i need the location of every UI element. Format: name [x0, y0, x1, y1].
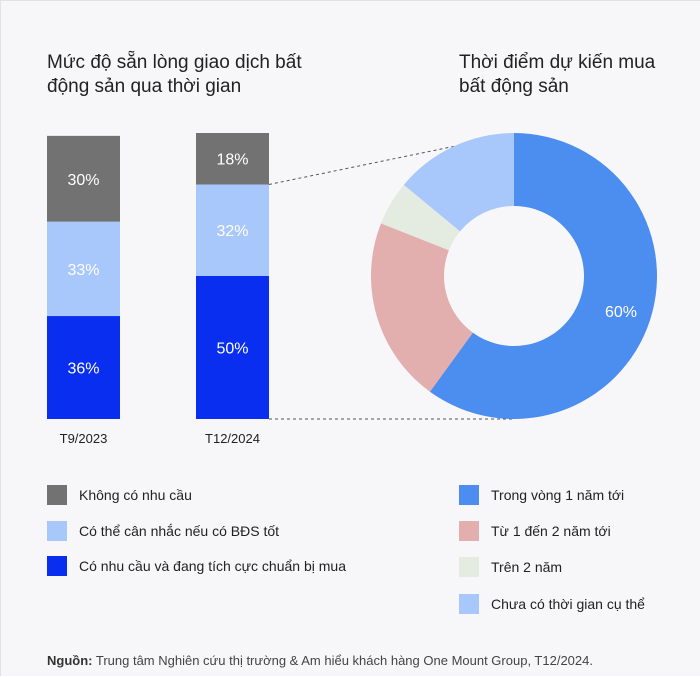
donut-data-label: 60%	[605, 304, 637, 321]
legend-label: Chưa có thời gian cụ thể	[491, 596, 645, 612]
bar-segment	[196, 184, 269, 276]
legend-item-active-buyer: Có nhu cầu và đang tích cực chuẩn bị mua	[47, 556, 346, 576]
legend-label: Có thể cân nhắc nếu có BĐS tốt	[79, 523, 280, 539]
donut-slice	[371, 223, 473, 392]
legend-swatch	[459, 485, 479, 505]
bar-segment	[47, 221, 120, 317]
donut-chart-title: Thời điểm dự kiến mua bất động sản	[459, 52, 656, 97]
legend-label: Trong vòng 1 năm tới	[491, 487, 625, 503]
legend-swatch	[459, 557, 479, 577]
bar-data-label: 30%	[67, 172, 99, 189]
legend-swatch	[459, 521, 479, 541]
source-note: Nguồn: Trung tâm Nghiên cứu thị trường &…	[47, 653, 593, 668]
bar-segment	[47, 135, 120, 222]
legend-item-over-2-years: Trên 2 năm	[459, 557, 562, 577]
bar-category-label: T12/2024	[205, 431, 260, 446]
bar-chart-title: Mức độ sẵn lòng giao dịch bất động sản q…	[47, 52, 302, 97]
bar-segment	[196, 276, 269, 419]
legend-label: Từ 1 đến 2 năm tới	[491, 523, 611, 539]
donut-slice	[429, 133, 657, 419]
legend-swatch	[47, 485, 67, 505]
bar-segment	[196, 133, 269, 185]
legend-swatch	[47, 521, 67, 541]
bar-data-label: 18%	[216, 152, 248, 169]
source-text: Trung tâm Nghiên cứu thị trường & Am hiể…	[95, 653, 593, 668]
legend-item-no-specific-time: Chưa có thời gian cụ thể	[459, 594, 645, 614]
bar-category-label: T9/2023	[60, 431, 108, 446]
legend-swatch	[459, 594, 479, 614]
bar-data-label: 33%	[67, 262, 99, 279]
donut-slice	[381, 184, 461, 251]
legend-label: Trên 2 năm	[491, 559, 563, 575]
legend-label: Không có nhu cầu	[79, 487, 192, 503]
legend-item-within-1-year: Trong vòng 1 năm tới	[459, 485, 624, 505]
bar-segment	[47, 316, 120, 419]
legend-swatch	[47, 556, 67, 576]
bar-data-label: 32%	[216, 223, 248, 240]
donut-slice	[403, 133, 514, 232]
bar-data-label: 36%	[67, 361, 99, 378]
legend-label: Có nhu cầu và đang tích cực chuẩn bị mua	[79, 558, 346, 574]
legend-item-may-consider: Có thể cân nhắc nếu có BĐS tốt	[47, 521, 279, 541]
source-prefix: Nguồn:	[47, 653, 93, 668]
legend-item-1-to-2-years: Từ 1 đến 2 năm tới	[459, 521, 611, 541]
legend-item-no-demand: Không có nhu cầu	[47, 485, 192, 505]
bar-data-label: 50%	[216, 341, 248, 358]
